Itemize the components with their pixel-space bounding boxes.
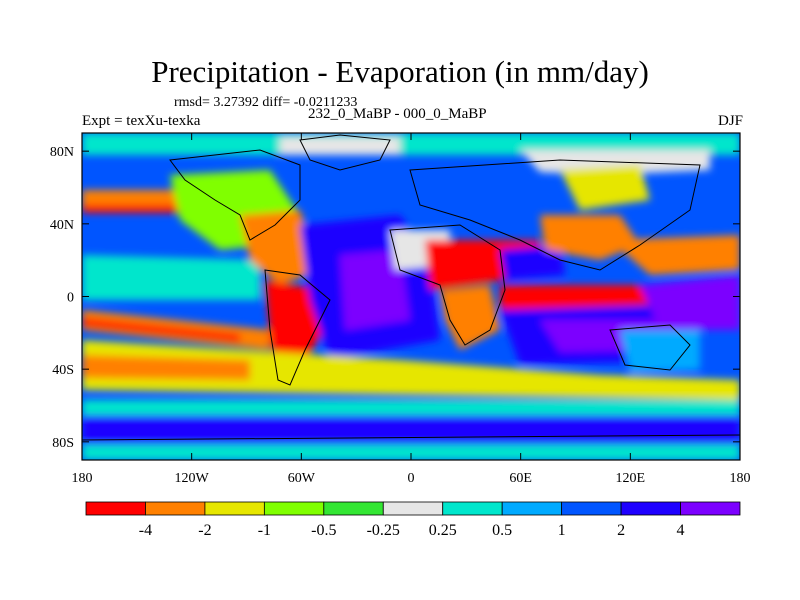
x-axis: 180 120W 60W 0 60E 120E 180 bbox=[72, 133, 751, 486]
colorbar-label: 4 bbox=[677, 522, 685, 539]
colorbar-swatch bbox=[85, 501, 146, 516]
tropical-pacific-strong-dry-band bbox=[82, 318, 240, 342]
x-tick-label: 0 bbox=[408, 471, 415, 486]
colorbar-swatch bbox=[501, 501, 563, 516]
siberia-wet-region bbox=[560, 165, 650, 210]
south-pacific-dry-region bbox=[82, 355, 250, 380]
southwest-pacific-wet-region bbox=[640, 275, 740, 330]
south-america-outline bbox=[264, 269, 331, 386]
y-tick-label: 80N bbox=[50, 145, 74, 160]
colorbar-swatch bbox=[442, 501, 503, 516]
colorbar-label: 0.5 bbox=[492, 522, 512, 539]
greenland-outline bbox=[299, 134, 391, 171]
colorbar-label: -0.25 bbox=[367, 522, 400, 539]
experiment-label: Expt = texXu-texka bbox=[82, 113, 201, 129]
central-africa-dry-region bbox=[440, 285, 500, 350]
x-tick-label: 120E bbox=[616, 471, 646, 486]
colorbar-swatch bbox=[680, 501, 741, 516]
australia-region bbox=[620, 330, 700, 372]
x-tick-label: 180 bbox=[72, 471, 93, 486]
southern-ocean-dry-band bbox=[82, 340, 740, 400]
colorbar: -4 -2 -1 -0.5 -0.25 0.25 0.5 1 2 4 bbox=[85, 501, 741, 539]
colorbar-swatch bbox=[145, 501, 206, 516]
continent-outlines bbox=[82, 134, 740, 441]
northwest-pacific-dry-region bbox=[610, 235, 740, 275]
central-atlantic-strong-wet-region bbox=[340, 250, 410, 330]
y-tick-label: 80S bbox=[52, 436, 74, 451]
colorbar-label: -4 bbox=[139, 522, 152, 539]
greenland-arctic-neutral-region bbox=[280, 137, 400, 155]
arabia-wet-region bbox=[500, 245, 565, 280]
north-america-outline bbox=[169, 149, 301, 241]
colorbar-swatch bbox=[323, 501, 384, 516]
siberia-neutral-region bbox=[520, 150, 710, 175]
antarctic-wet-band bbox=[82, 415, 740, 445]
colorbar-label: 1 bbox=[558, 522, 566, 539]
central-america-dry-region bbox=[240, 210, 320, 285]
colorbar-label: -0.5 bbox=[311, 522, 336, 539]
colorbar-swatch bbox=[382, 501, 444, 516]
stats-label: rmsd= 3.27392 diff= -0.0211233 bbox=[174, 95, 358, 110]
chart-title: Precipitation - Evaporation (in mm/day) bbox=[151, 54, 649, 89]
central-asia-dry-region bbox=[540, 215, 640, 260]
colorbar-swatch bbox=[204, 501, 265, 516]
east-pacific-wet-region bbox=[82, 255, 260, 300]
x-tick-label: 180 bbox=[730, 471, 751, 486]
colorbar-swatch bbox=[620, 501, 681, 516]
x-tick-label: 120W bbox=[175, 471, 210, 486]
africa-outline bbox=[389, 224, 506, 346]
subpolar-wet-band bbox=[82, 400, 740, 415]
colorbar-label: -1 bbox=[258, 522, 271, 539]
colorbar-swatch bbox=[561, 501, 622, 516]
north-pacific-strong-dry-band bbox=[82, 205, 222, 213]
x-tick-label: 60E bbox=[509, 471, 532, 486]
colorbar-label: 0.25 bbox=[429, 522, 457, 539]
y-tick-label: 40N bbox=[50, 218, 74, 233]
y-tick-label: 40S bbox=[52, 363, 74, 378]
eurasia-outline bbox=[409, 159, 701, 271]
y-tick-label: 0 bbox=[67, 291, 74, 306]
indian-ocean-dry-band bbox=[500, 285, 650, 310]
colorbar-swatch bbox=[263, 501, 325, 516]
antarctic-interior-region bbox=[82, 445, 740, 460]
australia-outline bbox=[609, 324, 691, 371]
heatmap-field bbox=[82, 133, 740, 460]
colorbar-label: 2 bbox=[617, 522, 625, 539]
x-tick-label: 60W bbox=[288, 471, 316, 486]
season-label: DJF bbox=[717, 113, 743, 129]
colorbar-label: -2 bbox=[198, 522, 211, 539]
antarctica-outline bbox=[82, 434, 740, 441]
comparison-label: 232_0_MaBP - 000_0_MaBP bbox=[308, 106, 487, 122]
arctic-region bbox=[82, 133, 740, 155]
y-axis: 80N 40N 0 40S 80S bbox=[50, 145, 740, 451]
